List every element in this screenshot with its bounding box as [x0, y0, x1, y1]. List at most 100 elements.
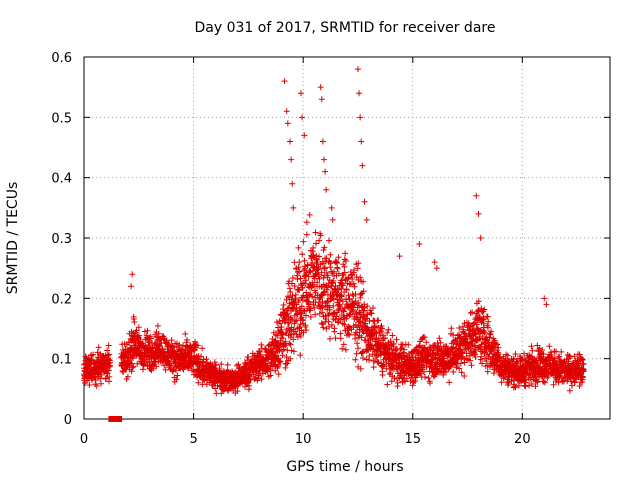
data-point	[361, 304, 368, 311]
data-point	[287, 288, 294, 295]
data-point	[90, 351, 97, 358]
data-point	[553, 348, 560, 355]
data-point	[242, 383, 249, 390]
data-point	[379, 362, 386, 369]
data-point	[384, 381, 391, 388]
data-point	[568, 378, 575, 385]
data-point	[200, 358, 207, 365]
data-point	[480, 315, 487, 322]
data-point	[286, 285, 293, 292]
data-point	[368, 310, 375, 317]
data-point	[456, 365, 463, 372]
data-point	[343, 286, 350, 293]
data-point	[504, 352, 511, 359]
data-point	[446, 379, 453, 386]
data-point	[147, 335, 154, 342]
data-point	[168, 342, 175, 349]
data-point	[318, 269, 325, 276]
data-point	[218, 361, 225, 368]
data-point	[306, 211, 313, 218]
data-point	[340, 341, 347, 348]
data-point	[472, 353, 479, 360]
data-point	[267, 367, 274, 374]
data-point	[405, 341, 412, 348]
data-point	[385, 326, 392, 333]
data-point	[322, 312, 329, 319]
outlier-point	[128, 283, 135, 290]
data-point	[338, 293, 345, 300]
data-point	[349, 276, 356, 283]
data-point	[245, 354, 252, 361]
data-point	[265, 342, 272, 349]
data-point	[512, 384, 519, 391]
data-point	[450, 368, 457, 375]
data-point	[287, 328, 294, 335]
data-point	[274, 332, 281, 339]
data-point	[327, 260, 334, 267]
data-point	[298, 303, 305, 310]
data-point	[326, 237, 333, 244]
data-point	[350, 269, 357, 276]
outlier-point	[284, 120, 291, 127]
data-point	[173, 376, 180, 383]
data-point	[382, 335, 389, 342]
data-point	[342, 250, 349, 257]
data-point	[327, 264, 334, 271]
outlier-point	[290, 204, 297, 211]
data-point	[534, 379, 541, 386]
x-tick-label: 10	[295, 432, 312, 447]
data-point	[426, 378, 433, 385]
outlier-point	[329, 216, 336, 223]
data-point	[467, 357, 474, 364]
data-point	[275, 371, 282, 378]
data-point	[479, 335, 486, 342]
data-point	[580, 356, 587, 363]
data-point	[576, 383, 583, 390]
data-point	[351, 300, 358, 307]
data-point	[481, 329, 488, 336]
data-point	[319, 321, 326, 328]
data-point	[199, 362, 206, 369]
y-tick-label: 0.5	[51, 111, 72, 126]
data-point	[495, 351, 502, 358]
outlier-point	[431, 259, 438, 266]
data-point	[184, 337, 191, 344]
data-point	[355, 345, 362, 352]
data-point	[579, 374, 586, 381]
data-point	[290, 348, 297, 355]
data-point	[348, 326, 355, 333]
data-point	[515, 382, 522, 389]
data-point	[158, 336, 165, 343]
data-point	[448, 325, 455, 332]
data-point	[540, 378, 547, 385]
data-point	[494, 341, 501, 348]
y-tick-label: 0.2	[51, 292, 72, 307]
data-point	[305, 298, 312, 305]
data-point	[345, 275, 352, 282]
data-point	[97, 375, 104, 382]
data-point	[310, 244, 317, 251]
gap-marker	[110, 416, 117, 422]
data-point	[354, 265, 361, 272]
data-point	[513, 359, 520, 366]
data-point	[133, 327, 140, 334]
data-point	[475, 298, 482, 305]
data-point	[316, 253, 323, 260]
data-point	[317, 232, 324, 239]
data-point	[556, 353, 563, 360]
data-point	[159, 345, 166, 352]
data-point	[427, 346, 434, 353]
data-point	[500, 375, 507, 382]
data-point	[307, 305, 314, 312]
data-point	[436, 335, 443, 342]
data-point	[321, 265, 328, 272]
data-point	[555, 379, 562, 386]
data-point	[272, 331, 279, 338]
data-point	[296, 324, 303, 331]
data-point	[144, 327, 151, 334]
data-point	[201, 376, 208, 383]
data-point	[437, 339, 444, 346]
data-point	[294, 334, 301, 341]
data-point	[362, 320, 369, 327]
